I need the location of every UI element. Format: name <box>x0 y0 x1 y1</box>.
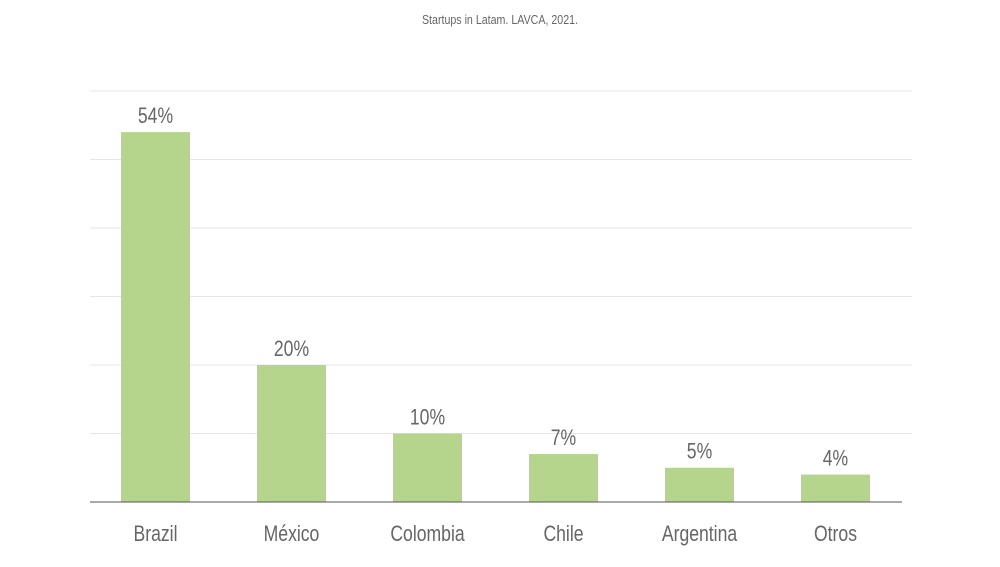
category-label: México <box>264 522 320 546</box>
bar-4 <box>665 467 734 502</box>
bar-2 <box>393 433 462 502</box>
value-label: 5% <box>687 440 712 464</box>
category-label: Chile <box>543 522 583 546</box>
category-label: Brazil <box>134 522 178 546</box>
category-label: Colombia <box>390 522 465 546</box>
bars: 54% Brazil 20% México 10% Colombia 7% Chile 5% Ar… <box>121 104 870 547</box>
bar-5 <box>801 474 870 502</box>
value-label: 4% <box>823 447 848 471</box>
bar-0 <box>121 132 190 502</box>
bar-1 <box>257 365 326 502</box>
value-label: 10% <box>410 406 445 430</box>
chart-title: Startups in Latam. LAVCA, 2021. <box>422 12 578 27</box>
value-label: 54% <box>138 104 173 128</box>
category-label: Otros <box>814 522 857 546</box>
value-label: 20% <box>274 337 309 361</box>
category-label: Argentina <box>662 522 738 546</box>
value-label: 7% <box>551 426 576 450</box>
bar-3 <box>529 454 598 502</box>
gridlines <box>90 90 912 434</box>
